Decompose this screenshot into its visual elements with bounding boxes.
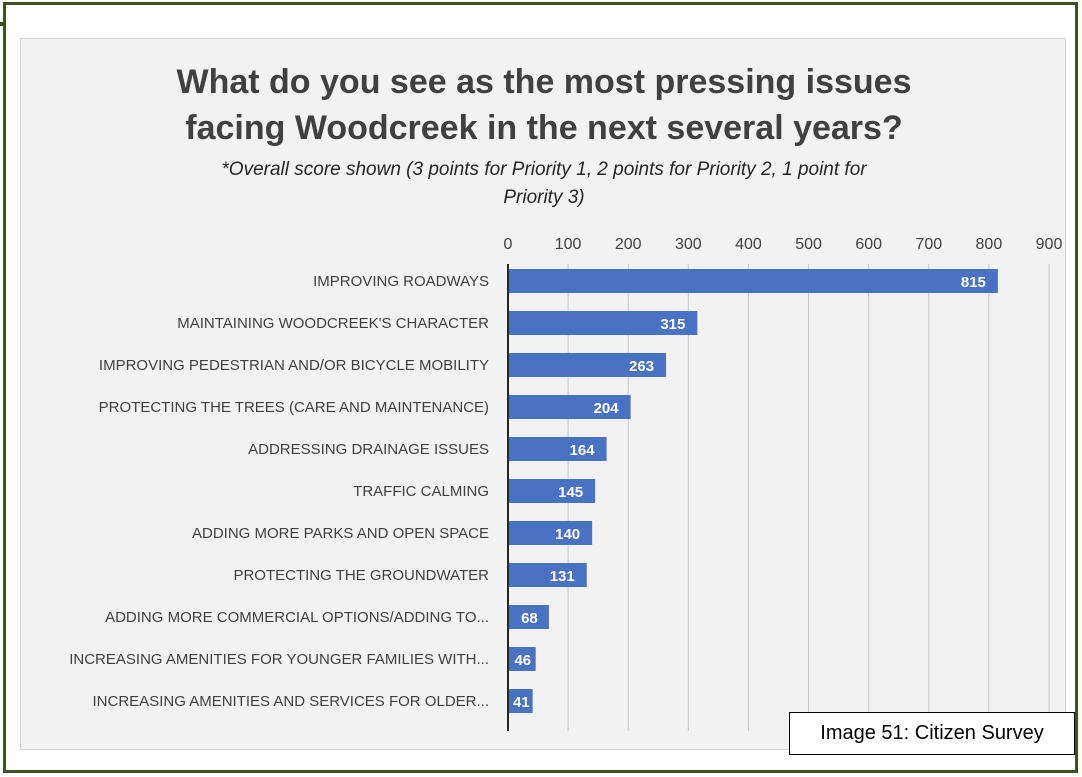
x-tick-label: 900	[1036, 236, 1063, 253]
category-label: TRAFFIC CALMING	[353, 483, 489, 500]
category-label: INCREASING AMENITIES AND SERVICES FOR OL…	[93, 693, 489, 710]
data-label: 315	[660, 316, 685, 333]
bar	[508, 437, 607, 461]
data-label: 263	[629, 358, 654, 375]
bar	[508, 563, 587, 587]
data-label: 46	[514, 652, 531, 669]
image-caption: Image 51: Citizen Survey	[789, 712, 1075, 755]
data-label: 140	[555, 526, 580, 543]
chart-title-line: What do you see as the most pressing iss…	[177, 63, 912, 101]
bar	[508, 353, 667, 377]
category-label: ADDRESSING DRAINAGE ISSUES	[248, 441, 489, 458]
category-label: ADDING MORE PARKS AND OPEN SPACE	[192, 525, 489, 542]
x-tick-label: 500	[795, 236, 822, 253]
x-tick-label: 0	[504, 236, 513, 253]
x-tick-label: 200	[615, 236, 642, 253]
data-label: 164	[570, 442, 596, 459]
bar	[508, 395, 631, 419]
data-label: 204	[594, 400, 620, 417]
chart-subtitle-line: *Overall score shown (3 points for Prior…	[221, 159, 867, 180]
data-label: 131	[550, 568, 575, 585]
x-tick-label: 400	[735, 236, 762, 253]
chart-subtitle: *Overall score shown (3 points for Prior…	[221, 159, 867, 208]
x-tick-label: 800	[976, 236, 1003, 253]
category-label: PROTECTING THE TREES (CARE AND MAINTENAN…	[99, 399, 489, 416]
x-tick-label: 700	[915, 236, 942, 253]
x-tick-label: 100	[555, 236, 582, 253]
x-tick-label: 300	[675, 236, 702, 253]
bar	[508, 605, 549, 629]
category-label: ADDING MORE COMMERCIAL OPTIONS/ADDING TO…	[105, 609, 489, 626]
bar	[508, 479, 596, 503]
category-label: MAINTAINING WOODCREEK'S CHARACTER	[177, 315, 489, 332]
gridlines	[567, 264, 1050, 731]
bar	[508, 311, 698, 335]
category-label: IMPROVING ROADWAYS	[313, 273, 489, 290]
chart-panel: What do you see as the most pressing iss…	[20, 38, 1066, 750]
bar	[508, 269, 998, 293]
data-label: 815	[961, 274, 986, 291]
bar-chart: What do you see as the most pressing iss…	[69, 63, 1063, 731]
data-label: 145	[558, 484, 583, 501]
bars	[508, 269, 998, 713]
category-label: INCREASING AMENITIES FOR YOUNGER FAMILIE…	[69, 651, 489, 668]
bar	[508, 689, 533, 713]
x-axis-ticks: 0 100 200 300 400 500 600 700 800 900	[504, 236, 1063, 253]
frame-corner-mark	[0, 22, 6, 26]
chart-subtitle-line: Priority 3)	[503, 187, 584, 208]
category-label: PROTECTING THE GROUNDWATER	[233, 567, 489, 584]
chart-title: What do you see as the most pressing iss…	[177, 63, 912, 147]
bar	[508, 521, 593, 545]
data-label: 41	[513, 694, 530, 711]
category-label: IMPROVING PEDESTRIAN AND/OR BICYCLE MOBI…	[99, 357, 489, 374]
data-label: 68	[521, 610, 538, 627]
data-labels: 815 315 263 204 164 145 140 131 68 46 41	[513, 274, 986, 711]
category-labels: IMPROVING ROADWAYS MAINTAINING WOODCREEK'…	[69, 273, 489, 710]
bar	[508, 647, 536, 671]
x-tick-label: 600	[855, 236, 882, 253]
chart-title-line: facing Woodcreek in the next several yea…	[185, 109, 902, 147]
